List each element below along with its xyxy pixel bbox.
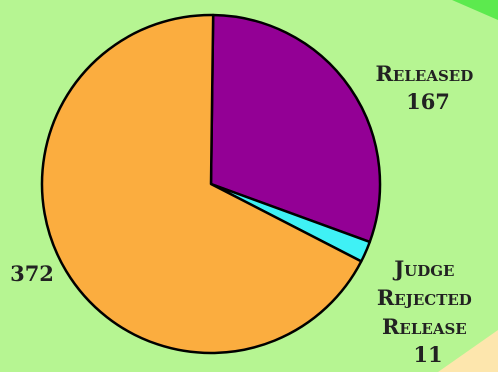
slice-value-judge-rejected-release: 11 [413, 342, 442, 367]
pie-slices [40, 13, 382, 355]
slice-label-line-3: Release [382, 314, 467, 339]
corner-decoration-top [452, 0, 498, 20]
slice-value-released: 167 [406, 89, 450, 114]
slice-label-released-text: Released [375, 61, 473, 86]
slice-label-line-1: Judge [392, 256, 454, 281]
slice-label-released: Released 167 [375, 61, 480, 114]
pie-slice-released [209, 13, 382, 244]
slice-label-judge-rejected-release: Judge Rejected Release 11 [377, 256, 479, 367]
pie-slice-unlabeled [40, 13, 363, 355]
slice-value-remaining: 372 [10, 261, 54, 286]
corner-decoration-bottom [438, 330, 498, 372]
slice-label-line-2: Rejected [377, 285, 472, 310]
